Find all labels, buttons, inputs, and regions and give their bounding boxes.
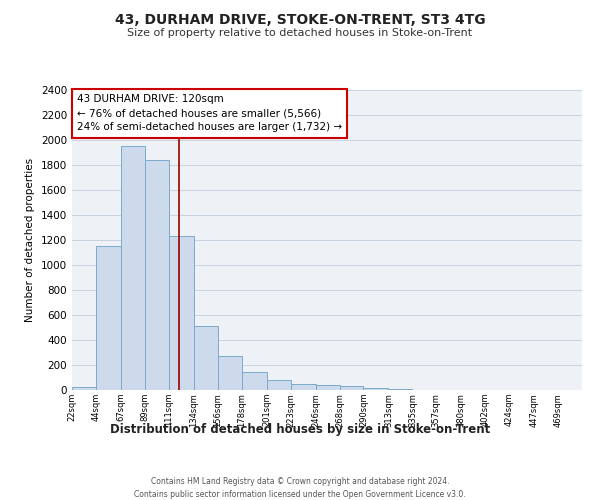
Text: Contains HM Land Registry data © Crown copyright and database right 2024.: Contains HM Land Registry data © Crown c… (151, 478, 449, 486)
Text: Size of property relative to detached houses in Stoke-on-Trent: Size of property relative to detached ho… (127, 28, 473, 38)
Bar (145, 160, 169, 390)
Bar (96, 246, 121, 390)
Text: 43, DURHAM DRIVE, STOKE-ON-TRENT, ST3 4TG: 43, DURHAM DRIVE, STOKE-ON-TRENT, ST3 4T… (115, 12, 485, 26)
Bar (316, 385, 340, 390)
Bar (340, 386, 364, 390)
Bar (388, 389, 412, 390)
Bar (121, 146, 145, 390)
Text: Distribution of detached houses by size in Stoke-on-Trent: Distribution of detached houses by size … (110, 422, 490, 436)
Bar (72, 387, 96, 390)
Bar (194, 326, 218, 390)
Bar (266, 380, 290, 390)
Y-axis label: Number of detached properties: Number of detached properties (25, 158, 35, 322)
Bar (242, 372, 266, 390)
Bar (364, 388, 388, 390)
Bar (218, 356, 242, 390)
Bar (169, 236, 194, 390)
Bar (290, 384, 316, 390)
Text: Contains public sector information licensed under the Open Government Licence v3: Contains public sector information licen… (134, 490, 466, 499)
Text: 43 DURHAM DRIVE: 120sqm
← 76% of detached houses are smaller (5,566)
24% of semi: 43 DURHAM DRIVE: 120sqm ← 76% of detache… (77, 94, 342, 132)
